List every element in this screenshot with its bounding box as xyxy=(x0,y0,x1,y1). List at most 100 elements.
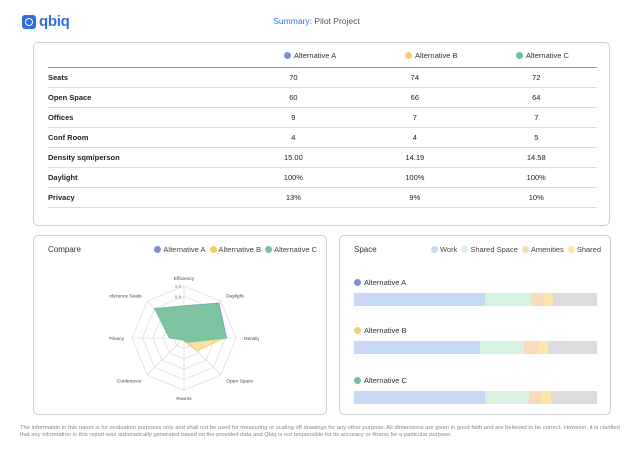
radar-axis-label: Daylight xyxy=(226,294,244,300)
space-bar-segment-shared-space xyxy=(485,293,532,306)
compare-legend: Alternative A Alternative B Alternative … xyxy=(154,245,317,254)
alternative-c-dot-icon xyxy=(265,246,273,253)
space-legend-amenities[interactable]: Amenities xyxy=(521,245,564,254)
radar-spoke xyxy=(147,337,185,375)
row-value: 100% xyxy=(232,167,355,188)
table-row: Conf Room 4 4 5 xyxy=(48,127,597,148)
compare-title: Compare xyxy=(48,245,81,254)
table-row: Daylight 100% 100% 100% xyxy=(48,167,597,188)
legend-dot-icon xyxy=(521,246,529,253)
legend-dot-icon xyxy=(567,246,575,253)
table-row: Offices 9 7 7 xyxy=(48,107,597,128)
alternative-b-dot-icon xyxy=(405,52,412,59)
space-bar-segment-shared-space xyxy=(480,341,525,354)
compare-legend-b[interactable]: Alternative B xyxy=(209,245,261,254)
row-label: Conf Room xyxy=(48,127,233,148)
space-bar-segment-amenities xyxy=(528,391,542,404)
table-row: Privacy 13% 9% 10% xyxy=(48,187,597,208)
radar-axis-label: Efficiency xyxy=(174,276,195,282)
row-value: 100% xyxy=(354,167,476,188)
space-title: Space xyxy=(354,245,377,254)
alternative-dot-icon xyxy=(354,279,361,286)
row-value: 14.58 xyxy=(475,147,597,168)
space-bar-segment-work xyxy=(354,341,481,354)
row-value: 7 xyxy=(354,107,476,128)
table-row: Density sqm/person 15.00 14.19 14.58 xyxy=(48,147,597,168)
project-name: Pilot Project xyxy=(314,16,360,26)
row-label: Privacy xyxy=(48,187,233,208)
radar-tick-label: 1.0 xyxy=(175,284,182,289)
radar-axis-label: Density xyxy=(244,336,259,342)
logo-icon xyxy=(22,14,36,29)
disclaimer-text: The information in this report is for ev… xyxy=(20,425,620,439)
row-label: Density sqm/person xyxy=(48,147,233,168)
row-label: Open Space xyxy=(48,87,233,108)
alternative-dot-icon xyxy=(354,377,361,384)
alternative-c-dot-icon xyxy=(516,52,523,59)
space-bar xyxy=(354,341,597,354)
summary-table-card: Alternative A Alternative B Alternative … xyxy=(33,42,610,226)
space-bar-segment-shared xyxy=(538,341,549,354)
radar-axis-label: Conference Seats xyxy=(109,294,142,300)
space-bar xyxy=(354,391,597,404)
space-bar xyxy=(354,293,597,306)
row-value: 7 xyxy=(475,107,597,128)
table-legend: Alternative A Alternative B Alternative … xyxy=(284,51,569,60)
row-value: 72 xyxy=(475,67,597,88)
table-row: Seats 70 74 72 xyxy=(48,67,597,88)
legend-alternative-a: Alternative A xyxy=(284,51,405,60)
row-value: 14.19 xyxy=(354,147,476,168)
row-value: 15.00 xyxy=(232,147,355,168)
space-bar-segment-rest xyxy=(550,391,597,404)
space-alternative-label: Alternative A xyxy=(354,278,406,287)
qbiq-logo[interactable]: qbiq xyxy=(22,13,70,30)
space-bar-segment-rest xyxy=(553,293,597,306)
alternative-b-dot-icon xyxy=(209,246,217,253)
legend-alternative-b: Alternative B xyxy=(405,51,516,60)
space-legend-shared[interactable]: Shared xyxy=(567,245,601,254)
radar-chart: 0.20.40.60.81.0EfficiencyDaylightDensity… xyxy=(109,276,259,402)
row-value: 10% xyxy=(475,187,597,208)
radar-axis-label: Privacy xyxy=(109,336,125,342)
legend-dot-icon xyxy=(461,246,469,253)
compare-legend-c[interactable]: Alternative C xyxy=(265,245,317,254)
space-bar-segment-work xyxy=(354,293,486,306)
alternative-a-dot-icon xyxy=(284,52,291,59)
space-legend-shared-space[interactable]: Shared Space xyxy=(461,245,518,254)
compare-legend-a[interactable]: Alternative A xyxy=(154,245,206,254)
space-bar-segment-shared-space xyxy=(485,391,529,404)
row-value: 70 xyxy=(232,67,355,88)
legend-alternative-c: Alternative C xyxy=(516,51,569,60)
row-value: 4 xyxy=(232,127,355,148)
row-value: 4 xyxy=(354,127,476,148)
summary-label: Summary: xyxy=(273,16,312,26)
row-value: 9% xyxy=(354,187,476,208)
space-legend-work[interactable]: Work xyxy=(430,245,457,254)
radar-series-alternative-c xyxy=(153,303,227,343)
row-value: 74 xyxy=(354,67,476,88)
space-bar-segment-amenities xyxy=(524,341,539,354)
logo-text: qbiq xyxy=(39,13,70,30)
space-bar-segment-shared xyxy=(543,293,554,306)
row-value: 66 xyxy=(354,87,476,108)
row-value: 60 xyxy=(232,87,355,108)
row-value: 13% xyxy=(232,187,355,208)
row-value: 5 xyxy=(475,127,597,148)
space-legend: Work Shared Space Amenities Shared xyxy=(430,245,601,254)
radar-axis-label: Rooms xyxy=(176,396,192,402)
space-card: Space Work Shared Space Amenities Shared Al… xyxy=(339,235,611,415)
space-bar-segment-shared xyxy=(541,391,551,404)
space-bar-segment-rest xyxy=(548,341,597,354)
space-alternative-label: Alternative C xyxy=(354,376,407,385)
row-value: 64 xyxy=(475,87,597,108)
summary-table: Seats 70 74 72 Open Space 60 66 64 Offices 9 7 7 Con… xyxy=(48,67,597,208)
alternative-dot-icon xyxy=(354,327,361,334)
table-row: Open Space 60 66 64 xyxy=(48,87,597,108)
row-value: 9 xyxy=(232,107,355,128)
page-title: Summary: Pilot Project xyxy=(0,16,633,26)
alternative-a-dot-icon xyxy=(154,246,162,253)
space-alternative-label: Alternative B xyxy=(354,326,407,335)
radar-tick-label: 0.8 xyxy=(175,294,182,299)
space-bar-segment-work xyxy=(354,391,486,404)
row-value: 100% xyxy=(475,167,597,188)
